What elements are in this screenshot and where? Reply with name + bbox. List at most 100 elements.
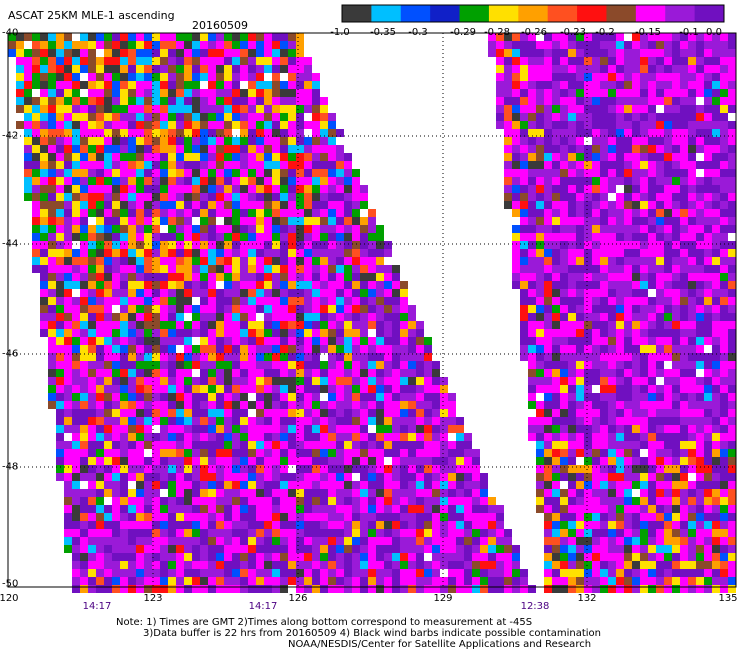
swath-cell [640, 497, 648, 505]
swath-cell [160, 329, 168, 337]
swath-cell [72, 297, 80, 305]
swath-cell [544, 553, 552, 561]
swath-cell [128, 177, 136, 185]
swath-cell [568, 73, 576, 81]
swath-cell [584, 393, 592, 401]
swath-cell [328, 273, 336, 281]
swath-cell [688, 281, 696, 289]
swath-cell [400, 353, 408, 361]
swath-cell [640, 457, 648, 465]
swath-cell [408, 337, 416, 345]
swath-cell [144, 225, 152, 233]
swath-cell [568, 169, 576, 177]
swath-cell [488, 521, 496, 529]
swath-cell [248, 425, 256, 433]
swath-cell [400, 369, 408, 377]
swath-cell [616, 513, 624, 521]
swath-cell [616, 41, 624, 49]
swath-cell [696, 121, 704, 129]
swath-cell [360, 489, 368, 497]
swath-cell [600, 513, 608, 521]
swath-cell [520, 217, 528, 225]
swath-cell [304, 353, 312, 361]
swath-cell [728, 377, 736, 385]
swath-cell [360, 497, 368, 505]
swath-cell [608, 329, 616, 337]
swath-cell [200, 217, 208, 225]
swath-cell [552, 33, 560, 41]
swath-cell [600, 241, 608, 249]
swath-cell [352, 401, 360, 409]
swath-cell [608, 457, 616, 465]
swath-cell [88, 113, 96, 121]
swath-cell [360, 545, 368, 553]
swath-cell [664, 121, 672, 129]
swath-cell [400, 377, 408, 385]
swath-cell [56, 73, 64, 81]
swath-cell [704, 193, 712, 201]
swath-cell [600, 177, 608, 185]
swath-cell [64, 113, 72, 121]
swath-cell [88, 521, 96, 529]
swath-cell [376, 393, 384, 401]
swath-cell [712, 225, 720, 233]
swath-cell [112, 577, 120, 585]
swath-cell [240, 249, 248, 257]
swath-cell [544, 441, 552, 449]
swath-cell [120, 57, 128, 65]
swath-cell [208, 273, 216, 281]
swath-cell [344, 361, 352, 369]
swath-cell [192, 489, 200, 497]
swath-cell [96, 249, 104, 257]
swath-cell [232, 65, 240, 73]
swath-cell [552, 73, 560, 81]
swath-cell [640, 321, 648, 329]
swath-cell [280, 185, 288, 193]
swath-cell [376, 233, 384, 241]
swath-cell [232, 273, 240, 281]
swath-cell [216, 481, 224, 489]
swath-cell [696, 521, 704, 529]
swath-cell [64, 529, 72, 537]
swath-cell [704, 545, 712, 553]
swath-cell [336, 529, 344, 537]
swath-cell [520, 121, 528, 129]
swath-cell [608, 305, 616, 313]
swath-cell [528, 217, 536, 225]
swath-cell [688, 273, 696, 281]
swath-cell [312, 345, 320, 353]
swath-cell [256, 329, 264, 337]
swath-cell [584, 545, 592, 553]
swath-cell [312, 369, 320, 377]
swath-cell [128, 289, 136, 297]
swath-cell [496, 97, 504, 105]
swath-cell [712, 385, 720, 393]
swath-cell [632, 65, 640, 73]
swath-cell [456, 553, 464, 561]
swath-cell [520, 97, 528, 105]
swath-cell [608, 417, 616, 425]
swath-cell [264, 65, 272, 73]
swath-cell [352, 305, 360, 313]
swath-cell [64, 313, 72, 321]
swath-cell [64, 377, 72, 385]
swath-cell [680, 313, 688, 321]
swath-cell [56, 177, 64, 185]
swath-cell [400, 553, 408, 561]
swath-cell [80, 577, 88, 585]
swath-cell [504, 113, 512, 121]
swath-cell [96, 313, 104, 321]
swath-cell [168, 465, 176, 473]
swath-cell [56, 289, 64, 297]
swath-cell [664, 433, 672, 441]
swath-cell [416, 497, 424, 505]
swath-cell [648, 273, 656, 281]
swath-cell [368, 353, 376, 361]
swath-cell [528, 49, 536, 57]
swath-cell [352, 321, 360, 329]
swath-cell [128, 281, 136, 289]
swath-cell [720, 33, 728, 41]
swath-cell [320, 361, 328, 369]
swath-cell [400, 481, 408, 489]
swath-cell [312, 241, 320, 249]
